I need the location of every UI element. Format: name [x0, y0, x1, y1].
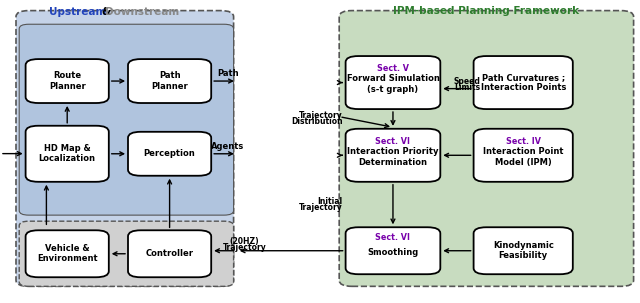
Text: Agents: Agents: [211, 142, 244, 151]
Text: Distribution: Distribution: [291, 118, 342, 126]
Text: Initial: Initial: [317, 197, 342, 206]
Text: Sect. V: Sect. V: [377, 65, 409, 73]
FancyBboxPatch shape: [19, 221, 234, 286]
Text: Upstream: Upstream: [49, 6, 107, 17]
Text: Forward Simulation
(s-t graph): Forward Simulation (s-t graph): [346, 74, 440, 94]
FancyBboxPatch shape: [346, 129, 440, 182]
Text: Limits: Limits: [454, 83, 480, 92]
Text: HD Map &
Localization: HD Map & Localization: [38, 144, 96, 164]
FancyBboxPatch shape: [474, 129, 573, 182]
FancyBboxPatch shape: [128, 230, 211, 277]
FancyBboxPatch shape: [474, 56, 573, 109]
FancyBboxPatch shape: [128, 132, 211, 176]
Text: Trajectory: Trajectory: [223, 243, 266, 251]
FancyBboxPatch shape: [26, 126, 109, 182]
Text: &: &: [102, 6, 111, 17]
Text: Interaction Point
Model (IPM): Interaction Point Model (IPM): [483, 147, 563, 167]
Text: Speed: Speed: [454, 78, 481, 86]
FancyBboxPatch shape: [339, 11, 634, 286]
FancyBboxPatch shape: [346, 56, 440, 109]
FancyBboxPatch shape: [19, 24, 234, 215]
Text: Trajectory: Trajectory: [299, 112, 342, 120]
Text: Path Curvatures ;
Interaction Points: Path Curvatures ; Interaction Points: [481, 73, 566, 92]
Text: Vehicle &
Environment: Vehicle & Environment: [37, 244, 97, 264]
Text: Sect. VI: Sect. VI: [376, 137, 410, 146]
Text: Smoothing: Smoothing: [367, 248, 419, 257]
Text: Downstream: Downstream: [105, 6, 179, 17]
Text: IPM-based Planning Framework: IPM-based Planning Framework: [394, 5, 579, 16]
Text: Route
Planner: Route Planner: [49, 71, 86, 91]
Text: Path: Path: [217, 69, 239, 78]
Text: Path
Planner: Path Planner: [151, 71, 188, 91]
FancyBboxPatch shape: [128, 59, 211, 103]
Text: Interaction Priority
Determination: Interaction Priority Determination: [348, 147, 438, 167]
FancyBboxPatch shape: [474, 227, 573, 274]
Text: (20HZ): (20HZ): [230, 237, 259, 246]
Text: Sect. VI: Sect. VI: [376, 233, 410, 241]
Text: Controller: Controller: [146, 249, 194, 258]
Text: Sect. IV: Sect. IV: [506, 137, 541, 146]
FancyBboxPatch shape: [26, 59, 109, 103]
FancyBboxPatch shape: [16, 11, 234, 286]
FancyBboxPatch shape: [346, 227, 440, 274]
Text: Perception: Perception: [144, 149, 195, 158]
Text: Kinodynamic
Feasibility: Kinodynamic Feasibility: [493, 241, 554, 261]
FancyBboxPatch shape: [26, 230, 109, 277]
Text: Trajectory: Trajectory: [299, 203, 342, 212]
